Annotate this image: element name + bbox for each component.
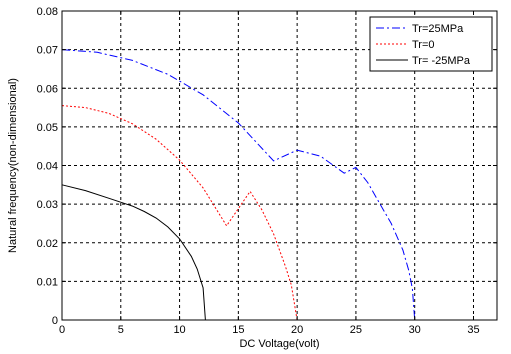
grid	[62, 11, 497, 320]
legend-label: Tr=25MPa	[412, 23, 464, 35]
series-layer	[61, 49, 416, 321]
x-tick-label: 30	[409, 324, 421, 336]
y-tick-label: 0.01	[37, 276, 58, 288]
legend: Tr=25MPa Tr=0 Tr= -25MPa	[369, 16, 493, 72]
y-tick-label: 0.05	[37, 122, 58, 134]
y-tick-label: 0.03	[37, 199, 58, 211]
legend-label: Tr=0	[412, 39, 435, 51]
x-tick-label: 5	[118, 324, 124, 336]
series-line-1	[61, 49, 416, 321]
x-tick-label: 15	[232, 324, 244, 336]
x-tick-label: 10	[173, 324, 185, 336]
y-tick-label: 0.02	[37, 238, 58, 250]
y-tick-label: 0.04	[37, 161, 58, 173]
x-tick-label: 25	[350, 324, 362, 336]
y-tick-label: 0.07	[37, 45, 58, 57]
y-tick-label: 0.06	[37, 83, 58, 95]
y-tick-label: 0	[52, 315, 58, 327]
x-tick-label: 20	[291, 324, 303, 336]
legend-label: Tr= -25MPa	[412, 55, 471, 67]
x-axis-title: DC Voltage(volt)	[239, 338, 319, 350]
x-tick-label: 0	[59, 324, 65, 336]
x-tick-label: 35	[467, 324, 479, 336]
y-axis-title: Natural frequency(non-dimensional)	[7, 78, 19, 253]
legend-box	[369, 16, 493, 72]
series-line-2	[61, 105, 298, 321]
series-line-3	[61, 184, 206, 321]
ticks: 0 5 10 15 20 25 30 35 0 0.01 0.02 0.03 0.04 0.05 0.06 0…	[37, 6, 497, 336]
y-tick-label: 0.08	[37, 6, 58, 18]
